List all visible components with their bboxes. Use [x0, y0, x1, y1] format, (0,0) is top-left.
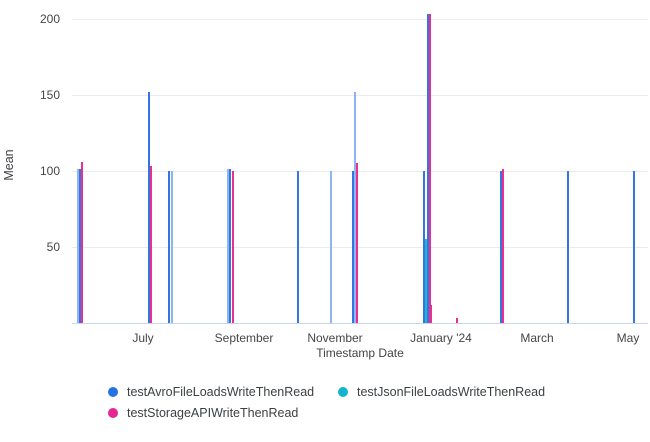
bar[interactable] — [456, 318, 458, 323]
legend-label: testAvroFileLoadsWriteThenRead — [127, 385, 315, 399]
legend-item-testAvroFileLoadsWriteThenRead[interactable]: testAvroFileLoadsWriteThenRead — [108, 385, 338, 399]
legend-dot-icon — [108, 387, 118, 397]
bar[interactable] — [502, 169, 504, 323]
bar[interactable] — [148, 91, 150, 323]
gridline-y-200 — [72, 19, 648, 20]
bar[interactable] — [354, 91, 356, 323]
legend-dot-icon — [338, 387, 348, 397]
gridline-y-100 — [72, 171, 648, 172]
bar[interactable] — [429, 14, 431, 323]
x-tick-label: September — [214, 331, 274, 345]
gridline-y-150 — [72, 95, 648, 96]
gridline-y-50 — [72, 247, 648, 248]
bar[interactable] — [297, 171, 299, 323]
bar[interactable] — [171, 171, 173, 323]
legend-item-testJsonFileLoadsWriteThenRead[interactable]: testJsonFileLoadsWriteThenRead — [338, 385, 578, 399]
y-tick-label: 200 — [39, 12, 60, 26]
x-axis-title: Timestamp Date — [316, 346, 404, 360]
bar[interactable] — [423, 171, 425, 323]
bar[interactable] — [633, 171, 635, 323]
bar[interactable] — [430, 304, 432, 323]
bar[interactable] — [232, 171, 234, 323]
y-tick-label: 150 — [39, 88, 60, 102]
bar[interactable] — [427, 14, 429, 323]
bar[interactable] — [168, 171, 170, 323]
bar[interactable] — [229, 169, 231, 323]
y-axis-title: Mean — [2, 149, 16, 181]
x-tick-label: May — [616, 331, 640, 345]
x-tick-label: July — [132, 331, 154, 345]
bar[interactable] — [425, 239, 427, 323]
x-axis-line — [72, 323, 648, 324]
legend: testAvroFileLoadsWriteThenRead testJsonFi… — [108, 385, 578, 420]
legend-item-testStorageAPIWriteThenRead[interactable]: testStorageAPIWriteThenRead — [108, 406, 338, 420]
x-tick-label: January '24 — [410, 331, 472, 345]
bar[interactable] — [227, 169, 229, 323]
x-tick-label: March — [520, 331, 554, 345]
y-tick-label: 50 — [46, 240, 60, 254]
bar[interactable] — [500, 171, 502, 323]
x-tick-label: November — [307, 331, 363, 345]
legend-label: testJsonFileLoadsWriteThenRead — [357, 385, 546, 399]
bar[interactable] — [356, 163, 358, 323]
bar[interactable] — [81, 161, 83, 323]
bar[interactable] — [77, 169, 79, 323]
bar[interactable] — [150, 166, 152, 323]
bar[interactable] — [330, 171, 332, 323]
legend-dot-icon — [108, 408, 118, 418]
bar[interactable] — [567, 171, 569, 323]
bar[interactable] — [352, 171, 354, 323]
y-tick-label: 100 — [39, 164, 60, 178]
bar[interactable] — [79, 169, 81, 323]
legend-label: testStorageAPIWriteThenRead — [127, 406, 299, 420]
